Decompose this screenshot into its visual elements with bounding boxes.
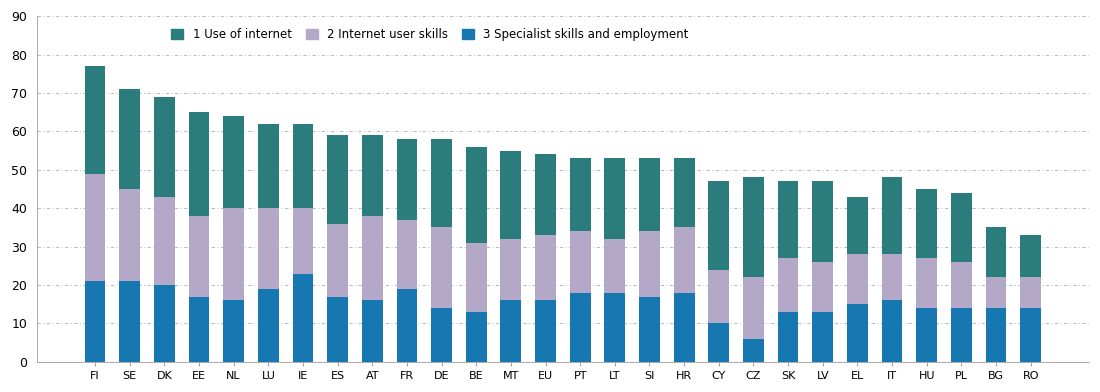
Bar <box>570 231 591 293</box>
Bar <box>952 193 971 262</box>
Bar <box>778 181 799 258</box>
Bar <box>639 297 660 362</box>
Bar <box>778 312 799 362</box>
Bar <box>223 208 244 300</box>
Bar <box>708 323 729 362</box>
Bar <box>293 208 314 274</box>
Bar <box>535 235 556 300</box>
Bar <box>916 258 937 308</box>
Bar <box>85 174 106 281</box>
Bar <box>744 339 763 362</box>
Bar <box>154 97 175 197</box>
Bar <box>293 124 314 208</box>
Bar <box>1021 278 1041 308</box>
Bar <box>570 293 591 362</box>
Bar <box>673 158 694 227</box>
Bar <box>847 304 868 362</box>
Bar <box>119 89 140 189</box>
Bar <box>223 116 244 208</box>
Bar <box>465 243 486 312</box>
Bar <box>465 147 486 243</box>
Bar <box>257 208 278 289</box>
Bar <box>223 300 244 362</box>
Bar <box>744 278 763 339</box>
Bar <box>604 293 625 362</box>
Bar <box>327 135 348 223</box>
Bar <box>188 112 209 216</box>
Bar <box>813 181 833 262</box>
Bar <box>327 223 348 297</box>
Bar <box>154 285 175 362</box>
Bar <box>257 124 278 208</box>
Bar <box>431 227 452 308</box>
Bar <box>119 189 140 281</box>
Bar <box>362 300 383 362</box>
Bar <box>604 239 625 293</box>
Bar <box>778 258 799 312</box>
Bar <box>952 308 971 362</box>
Bar <box>916 189 937 258</box>
Bar <box>500 239 521 300</box>
Bar <box>535 154 556 235</box>
Legend: 1 Use of internet, 2 Internet user skills, 3 Specialist skills and employment: 1 Use of internet, 2 Internet user skill… <box>169 25 691 43</box>
Bar <box>847 254 868 304</box>
Bar <box>882 254 902 300</box>
Bar <box>916 308 937 362</box>
Bar <box>327 297 348 362</box>
Bar <box>986 278 1006 308</box>
Bar <box>362 216 383 300</box>
Bar <box>673 227 694 293</box>
Bar <box>431 139 452 227</box>
Bar <box>813 262 833 312</box>
Bar <box>986 227 1006 278</box>
Bar <box>119 281 140 362</box>
Bar <box>85 281 106 362</box>
Bar <box>257 289 278 362</box>
Bar <box>986 308 1006 362</box>
Bar <box>847 197 868 254</box>
Bar <box>431 308 452 362</box>
Bar <box>535 300 556 362</box>
Bar <box>744 178 763 278</box>
Bar <box>673 293 694 362</box>
Bar <box>570 158 591 231</box>
Bar <box>882 178 902 254</box>
Bar <box>639 231 660 297</box>
Bar <box>396 289 417 362</box>
Bar <box>1021 235 1041 278</box>
Bar <box>188 216 209 297</box>
Bar <box>813 312 833 362</box>
Bar <box>639 158 660 231</box>
Bar <box>188 297 209 362</box>
Bar <box>362 135 383 216</box>
Bar <box>952 262 971 308</box>
Bar <box>85 66 106 174</box>
Bar <box>708 270 729 323</box>
Bar <box>465 312 486 362</box>
Bar <box>396 139 417 220</box>
Bar <box>882 300 902 362</box>
Bar <box>708 181 729 270</box>
Bar <box>1021 308 1041 362</box>
Bar <box>396 220 417 289</box>
Bar <box>500 300 521 362</box>
Bar <box>500 151 521 239</box>
Bar <box>604 158 625 239</box>
Bar <box>154 197 175 285</box>
Bar <box>293 274 314 362</box>
